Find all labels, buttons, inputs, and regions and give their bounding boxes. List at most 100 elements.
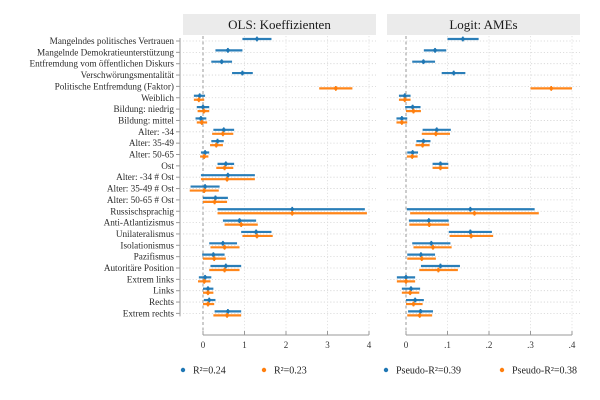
estimate-point (202, 154, 207, 159)
legend-label: Pseudo-R²=0.38 (512, 366, 577, 377)
estimate-point (438, 166, 443, 170)
estimate-point (433, 48, 437, 53)
estimate-point (549, 86, 554, 91)
estimate-point (213, 196, 218, 200)
estimate-point (334, 86, 338, 91)
row-label: Verschwörungsmentalität (81, 70, 175, 80)
row-label: Mangelnde Demokratieunterstützung (37, 47, 174, 57)
panel-title-ols: OLS: Koeffizienten (228, 17, 331, 32)
estimate-point (240, 71, 245, 75)
x-tick-label: 2 (284, 340, 289, 350)
panel-title-logit: Logit: AMEs (449, 17, 517, 32)
estimate-point (226, 173, 230, 177)
panel-header-logit (387, 14, 580, 35)
estimate-point (207, 298, 212, 302)
row-label: Bildung: niedrig (114, 104, 175, 114)
row-label: Alter: 50-65 (129, 150, 175, 160)
estimate-point (226, 48, 230, 53)
estimate-point (225, 313, 229, 318)
estimate-point (225, 177, 229, 181)
row-label: Unilateralismus (116, 229, 175, 239)
x-tick-label: .1 (444, 340, 451, 350)
estimate-point (203, 150, 207, 155)
estimate-point (400, 120, 404, 125)
estimate-point (404, 275, 408, 280)
estimate-point (431, 245, 435, 250)
estimate-point (436, 268, 441, 272)
estimate-point (222, 268, 227, 272)
estimate-point (202, 188, 207, 193)
row-label: Isolationismus (120, 240, 174, 250)
estimate-point (239, 222, 243, 227)
estimate-point (438, 264, 443, 268)
row-label: Extrem rechts (123, 308, 175, 318)
estimate-point (290, 207, 295, 212)
estimate-point (206, 302, 210, 306)
estimate-point (201, 105, 205, 109)
row-label: Links (153, 286, 174, 296)
row-label: Entfremdung vom öffentlichen Diskurs (29, 59, 174, 69)
estimate-point (206, 290, 210, 295)
estimate-point (215, 139, 220, 143)
estimate-point (226, 309, 230, 314)
estimate-point (202, 279, 207, 284)
legend-marker (383, 367, 389, 373)
estimate-point (402, 97, 407, 102)
estimate-point (408, 290, 412, 295)
row-label: Alter: 50-65 # Ost (107, 195, 175, 205)
row-label: Anti-Atlantizismus (104, 218, 175, 228)
row-label: Alter: -34 # Ost (116, 172, 174, 182)
estimate-point (418, 309, 423, 314)
estimate-point (221, 241, 225, 246)
x-tick-label: .3 (527, 340, 534, 350)
estimate-point (203, 184, 207, 189)
x-tick-label: .2 (486, 340, 493, 350)
estimate-point (402, 93, 407, 98)
estimate-point (410, 150, 415, 155)
estimate-point (411, 302, 416, 306)
estimate-point (206, 286, 210, 291)
x-tick-label: 0 (201, 340, 206, 350)
x-tick-label: .4 (569, 340, 576, 350)
legend-marker (499, 367, 505, 373)
estimate-point (451, 71, 456, 75)
estimate-point (237, 218, 242, 223)
row-label: Rechts (149, 297, 174, 307)
row-label: Alter: 35-49 (129, 138, 175, 148)
estimate-point (434, 132, 438, 136)
estimate-point (221, 132, 225, 136)
row-label: Bildung: mittel (118, 115, 174, 125)
estimate-point (202, 109, 206, 113)
estimate-point (224, 162, 228, 166)
estimate-point (211, 252, 216, 257)
legends: R²=0.24 R²=0.23 Pseudo-R²=0.39 Pseudo-R²=0.… (180, 366, 577, 377)
row-label: Autoritäre Position (104, 263, 175, 273)
estimate-point (404, 279, 408, 284)
row-label: Pazifismus (134, 252, 175, 262)
estimate-point (199, 116, 203, 121)
estimate-point (400, 116, 404, 121)
x-tick-label: 0 (404, 340, 409, 350)
estimate-point (472, 211, 477, 216)
estimate-point (290, 211, 295, 216)
estimate-point (212, 200, 217, 204)
estimate-point (255, 234, 259, 238)
estimate-point (438, 162, 443, 166)
row-label: Mangelndes politisches Vertrauen (50, 36, 175, 46)
row-label: Alter: -34 (138, 127, 174, 137)
estimate-point (199, 120, 204, 125)
estimate-point (203, 275, 207, 280)
estimate-point (461, 37, 465, 41)
estimate-point (214, 143, 219, 147)
estimate-point (421, 139, 426, 143)
estimate-point (469, 234, 473, 238)
x-tick-label: 4 (367, 340, 372, 350)
estimate-point (417, 313, 422, 318)
estimate-point (410, 105, 415, 109)
estimate-point (219, 59, 224, 64)
panel-ols: OLS: Koeffizienten 0 1 2 3 4 (183, 14, 376, 350)
panel-header-ols (183, 14, 376, 35)
row-label: Weiblich (141, 93, 174, 103)
estimate-point (429, 241, 434, 246)
